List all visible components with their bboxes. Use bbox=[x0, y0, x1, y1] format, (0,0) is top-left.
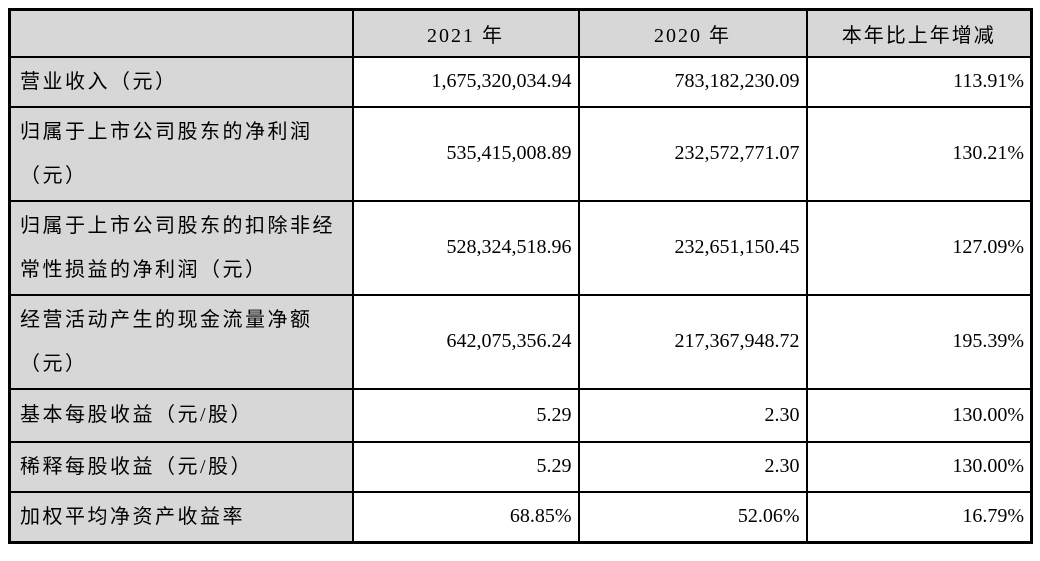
metric-label-cell: 归属于上市公司股东的扣除非经常性损益的净利润（元） bbox=[8, 199, 354, 296]
change-cell: 130.00% bbox=[805, 387, 1033, 443]
change-cell: 195.39% bbox=[805, 293, 1033, 390]
table-row-operating-revenue: 营业收入（元） 1,675,320,034.94 783,182,230.09 … bbox=[8, 55, 1033, 108]
change-cell: 127.09% bbox=[805, 199, 1033, 296]
table-row-weighted-avg-roe: 加权平均净资产收益率 68.85% 52.06% 16.79% bbox=[8, 490, 1033, 544]
change-cell: 16.79% bbox=[805, 490, 1033, 544]
value-cell-2020: 52.06% bbox=[577, 490, 808, 544]
financial-summary-table: 2021 年 2020 年 本年比上年增减 营业收入（元） 1,675,320,… bbox=[8, 8, 1033, 544]
change-cell: 113.91% bbox=[805, 55, 1033, 108]
header-cell-change: 本年比上年增减 bbox=[805, 8, 1033, 58]
metric-label-cell: 营业收入（元） bbox=[8, 55, 354, 108]
table-row-diluted-eps: 稀释每股收益（元/股） 5.29 2.30 130.00% bbox=[8, 440, 1033, 493]
value-cell-2020: 783,182,230.09 bbox=[577, 55, 808, 108]
value-cell-2020: 232,572,771.07 bbox=[577, 105, 808, 202]
header-cell-2020: 2020 年 bbox=[577, 8, 808, 58]
value-cell-2020: 217,367,948.72 bbox=[577, 293, 808, 390]
value-cell-2020: 232,651,150.45 bbox=[577, 199, 808, 296]
value-cell-2021: 535,415,008.89 bbox=[351, 105, 580, 202]
metric-label-cell: 归属于上市公司股东的净利润（元） bbox=[8, 105, 354, 202]
header-cell-metric bbox=[8, 8, 354, 58]
value-cell-2021: 1,675,320,034.94 bbox=[351, 55, 580, 108]
metric-label-cell: 加权平均净资产收益率 bbox=[8, 490, 354, 544]
value-cell-2021: 5.29 bbox=[351, 387, 580, 443]
table-row-net-profit: 归属于上市公司股东的净利润（元） 535,415,008.89 232,572,… bbox=[8, 105, 1033, 202]
value-cell-2021: 528,324,518.96 bbox=[351, 199, 580, 296]
header-cell-2021: 2021 年 bbox=[351, 8, 580, 58]
table-row-basic-eps: 基本每股收益（元/股） 5.29 2.30 130.00% bbox=[8, 387, 1033, 443]
metric-label-cell: 基本每股收益（元/股） bbox=[8, 387, 354, 443]
value-cell-2020: 2.30 bbox=[577, 440, 808, 493]
value-cell-2021: 68.85% bbox=[351, 490, 580, 544]
metric-label-cell: 稀释每股收益（元/股） bbox=[8, 440, 354, 493]
change-cell: 130.00% bbox=[805, 440, 1033, 493]
value-cell-2021: 5.29 bbox=[351, 440, 580, 493]
table-row-net-profit-excl-nonrecurring: 归属于上市公司股东的扣除非经常性损益的净利润（元） 528,324,518.96… bbox=[8, 199, 1033, 296]
value-cell-2020: 2.30 bbox=[577, 387, 808, 443]
metric-label-cell: 经营活动产生的现金流量净额（元） bbox=[8, 293, 354, 390]
value-cell-2021: 642,075,356.24 bbox=[351, 293, 580, 390]
table-header-row: 2021 年 2020 年 本年比上年增减 bbox=[8, 8, 1033, 58]
table-row-operating-cash-flow: 经营活动产生的现金流量净额（元） 642,075,356.24 217,367,… bbox=[8, 293, 1033, 390]
change-cell: 130.21% bbox=[805, 105, 1033, 202]
